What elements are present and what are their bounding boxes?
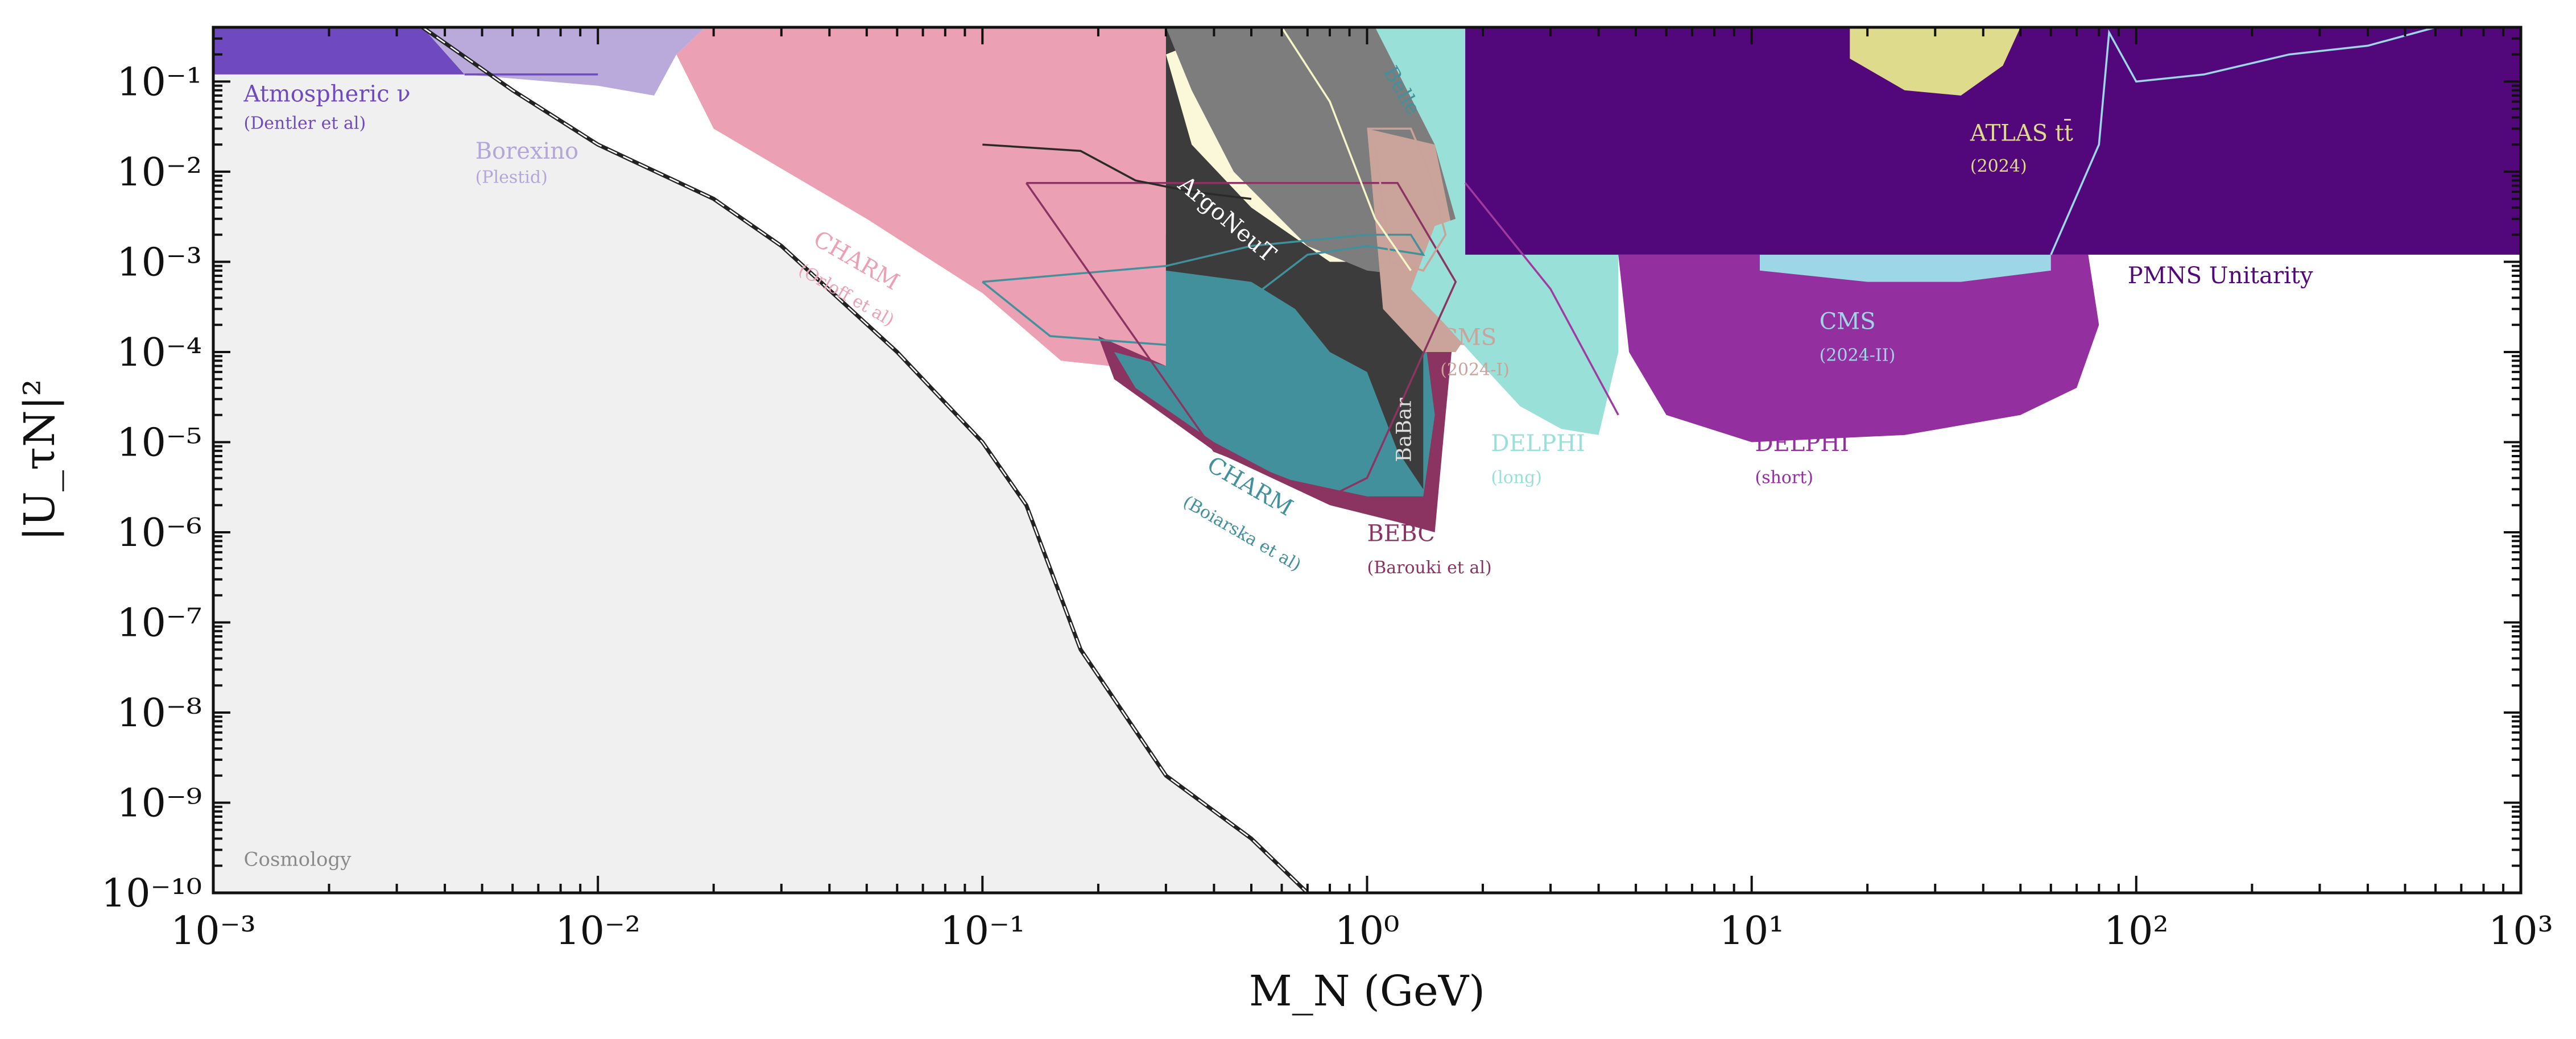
label-2024-ii: (2024-II): [1820, 345, 1896, 365]
x-tick-label: 10¹: [1719, 909, 1784, 954]
label-delphi: DELPHI: [1755, 430, 1849, 457]
region-pmns-unitarity: [1465, 27, 2521, 255]
label-2024: (2024): [1970, 156, 2027, 176]
label-barouki-et-al: (Barouki et al): [1367, 558, 1492, 578]
label-2024-i: (2024-I): [1440, 360, 1510, 380]
region-cms-2024-ii: [1760, 254, 2051, 282]
x-axis-title: M_N (GeV): [1249, 967, 1485, 1016]
y-tick-label: 10⁻¹: [117, 60, 202, 105]
line-pmns: [2050, 27, 2436, 255]
x-tick-label: 10⁰: [1335, 909, 1400, 954]
y-tick-label: 10⁻⁴: [117, 330, 202, 375]
y-tick-label: 10⁻²: [117, 150, 202, 195]
region-borexino: [422, 27, 705, 96]
label-cosmology: Cosmology: [244, 848, 352, 871]
label-atmospheric: Atmospheric ν: [243, 81, 411, 107]
region-cosmology: [213, 27, 1308, 893]
x-tick-label: 10³: [2488, 909, 2553, 954]
label-plestid: (Plestid): [475, 168, 548, 188]
region-delphi-short: [1618, 254, 2099, 442]
label-delphi: DELPHI: [1491, 430, 1585, 457]
cosmology-boundary: [421, 27, 1309, 893]
y-tick-label: 10⁻⁷: [117, 601, 202, 646]
cosmology-boundary-dashes: [422, 27, 1308, 893]
label-borexino: Borexino: [475, 138, 578, 164]
label-short: (short): [1755, 468, 1814, 488]
axis-ticks: [212, 26, 2522, 894]
line-bebc-barouki-et-al: [1025, 181, 1457, 498]
line-purple-thin: [1464, 182, 1619, 416]
y-tick-label: 10⁻⁹: [117, 781, 202, 826]
region-atlas-tt-2024: [1850, 27, 2021, 96]
exclusion-regions: [213, 27, 2521, 893]
y-tick-label: 10⁻⁵: [117, 421, 202, 466]
axis-tick-labels: 10⁻³ 10⁻² 10⁻¹ 10⁰ 10¹ 10² 10³ 10⁻¹⁰ 10⁻⁹ 10⁻⁸ 10⁻…: [101, 60, 2553, 954]
region-belle: [1375, 27, 1619, 435]
y-tick-label: 10⁻⁸: [117, 691, 202, 736]
x-tick-label: 10²: [2104, 909, 2169, 954]
label-pmns-unitarity: PMNS Unitarity: [2128, 263, 2313, 289]
label-cms: CMS: [1820, 309, 1876, 335]
label-atlas-tt: ATLAS tt̄: [1970, 119, 2073, 147]
y-axis-title: |U_τN|²: [15, 379, 64, 541]
label-cms: CMS: [1440, 324, 1496, 350]
label-babar: BaBar: [1393, 398, 1416, 462]
label-long: (long): [1491, 468, 1542, 488]
label-dentler-et-al: (Dentler et al): [244, 113, 366, 133]
y-tick-label: 10⁻¹⁰: [101, 871, 202, 916]
line-charm-boiarska-et-al: [982, 233, 1425, 346]
line-argoneut-edge: [1192, 27, 1412, 271]
exclusion-lines: [464, 27, 2436, 498]
line-dark: [982, 143, 1252, 200]
x-tick-label: 10⁻³: [171, 909, 256, 954]
region-charm-orloff-et-al: [676, 27, 1166, 372]
x-tick-label: 10⁻¹: [940, 909, 1025, 954]
region-atmospheric: [213, 27, 465, 74]
y-tick-label: 10⁻⁶: [117, 511, 202, 556]
line-belle: [1367, 127, 1447, 272]
x-tick-label: 10⁻²: [555, 909, 640, 954]
y-tick-label: 10⁻³: [117, 240, 202, 285]
label-bebc: BEBC: [1367, 520, 1435, 547]
